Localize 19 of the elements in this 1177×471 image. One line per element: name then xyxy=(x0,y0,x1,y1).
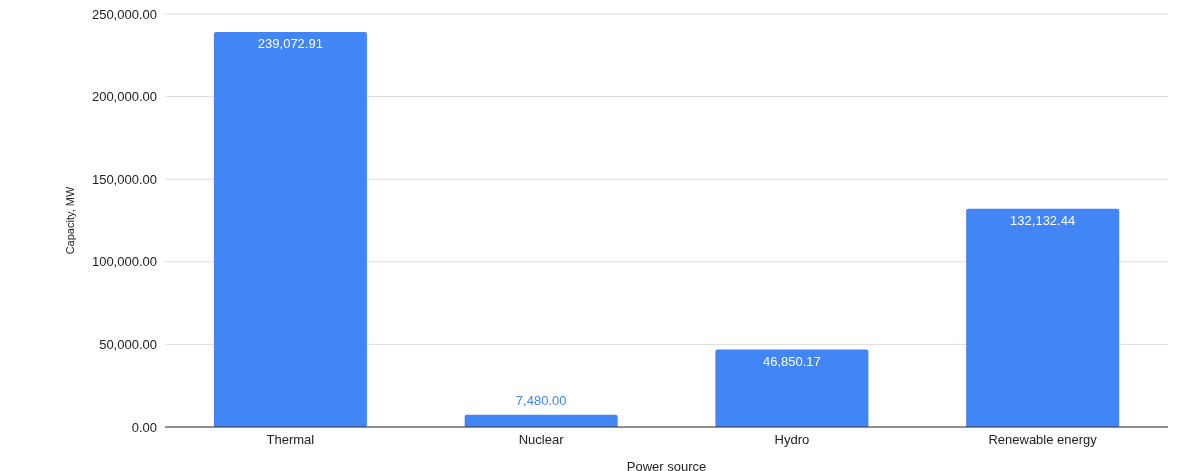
bar xyxy=(213,32,367,427)
y-tick-label: 150,000.00 xyxy=(91,171,157,187)
bar xyxy=(966,208,1120,427)
x-axis-title: Power source xyxy=(626,459,707,471)
y-tick-label: 200,000.00 xyxy=(91,89,157,105)
data-label: 132,132.44 xyxy=(1010,212,1076,228)
x-tick-label: Renewable energy xyxy=(988,432,1098,448)
x-tick-label: Nuclear xyxy=(518,432,565,448)
data-label: 46,850.17 xyxy=(762,353,821,369)
x-tick-label: Thermal xyxy=(266,432,315,448)
data-label: 239,072.91 xyxy=(257,36,323,52)
data-label: 7,480.00 xyxy=(515,392,567,408)
x-tick-label: Hydro xyxy=(774,432,810,448)
y-tick-label: 50,000.00 xyxy=(99,337,157,353)
y-tick-label: 100,000.00 xyxy=(91,254,157,270)
y-tick-label: 250,000.00 xyxy=(91,6,157,22)
y-tick-label: 0.00 xyxy=(131,419,157,435)
y-axis-title: Capacity, MW xyxy=(63,186,76,255)
bar xyxy=(715,349,869,427)
